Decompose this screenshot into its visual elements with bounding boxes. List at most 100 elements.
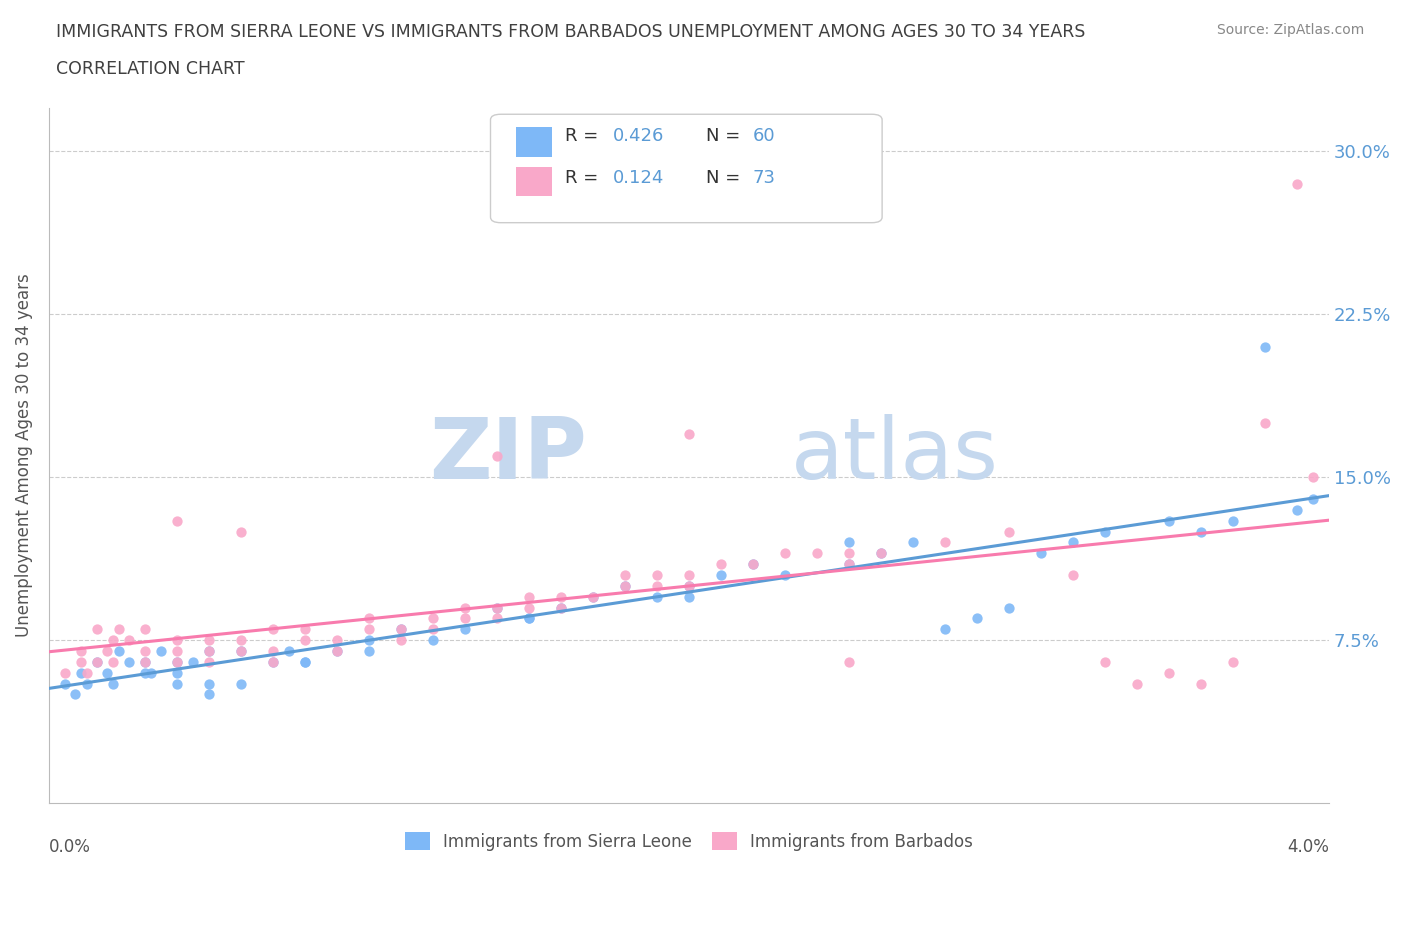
Point (678, 578, 700, 593)
Point (645, 590, 668, 604)
Text: 0.426: 0.426 (613, 126, 665, 145)
Text: 0.124: 0.124 (613, 168, 665, 187)
Point (869, 546, 891, 561)
Point (181, 655, 204, 670)
Point (838, 557, 860, 572)
Point (773, 567, 796, 582)
Point (357, 644, 380, 658)
Point (550, 600, 572, 615)
Point (582, 590, 605, 604)
Point (838, 535, 860, 550)
Point (422, 632, 444, 647)
Point (1285, 177, 1308, 192)
Point (101, 655, 124, 670)
Point (998, 525, 1021, 539)
Point (166, 644, 188, 658)
Point (1157, 665, 1180, 680)
Point (454, 622, 477, 637)
Point (485, 600, 508, 615)
Point (901, 535, 924, 550)
Point (485, 611, 508, 626)
Point (773, 546, 796, 561)
Text: CORRELATION CHART: CORRELATION CHART (56, 60, 245, 78)
Point (613, 578, 636, 593)
Point (550, 590, 572, 604)
Text: ZIP: ZIP (429, 414, 586, 497)
Point (198, 632, 221, 647)
Point (229, 676, 252, 691)
Point (198, 676, 221, 691)
Point (326, 644, 349, 658)
Point (70, 655, 93, 670)
Point (422, 622, 444, 637)
Point (582, 590, 605, 604)
Point (517, 611, 540, 626)
Point (262, 644, 284, 658)
Point (1094, 525, 1116, 539)
Point (838, 546, 860, 561)
Point (1302, 492, 1324, 507)
Point (1094, 655, 1116, 670)
Point (838, 655, 860, 670)
Point (966, 611, 988, 626)
Point (96, 665, 118, 680)
Point (806, 546, 828, 561)
Point (101, 676, 124, 691)
Point (998, 600, 1021, 615)
FancyBboxPatch shape (516, 127, 553, 156)
Point (485, 448, 508, 463)
Point (389, 632, 412, 647)
Point (678, 567, 700, 582)
Point (86, 655, 108, 670)
Point (613, 567, 636, 582)
Point (1157, 513, 1180, 528)
Point (118, 655, 141, 670)
Point (134, 665, 156, 680)
Point (645, 578, 668, 593)
Point (357, 611, 380, 626)
Point (86, 622, 108, 637)
Point (294, 655, 316, 670)
Point (76, 665, 98, 680)
Point (422, 611, 444, 626)
Text: 73: 73 (752, 168, 776, 187)
Point (86, 655, 108, 670)
Point (134, 622, 156, 637)
Point (229, 525, 252, 539)
Point (550, 600, 572, 615)
Point (389, 622, 412, 637)
Point (53, 665, 76, 680)
Point (294, 632, 316, 647)
Point (1222, 655, 1244, 670)
Point (1302, 470, 1324, 485)
Point (278, 644, 301, 658)
Point (262, 655, 284, 670)
Point (710, 557, 733, 572)
Text: 0.0%: 0.0% (49, 838, 91, 856)
Point (326, 632, 349, 647)
Point (517, 611, 540, 626)
Point (108, 644, 131, 658)
Point (134, 655, 156, 670)
Text: 60: 60 (752, 126, 776, 145)
Point (198, 687, 221, 702)
Point (141, 665, 163, 680)
Point (76, 676, 98, 691)
Point (166, 513, 188, 528)
Text: N =: N = (706, 126, 745, 145)
Y-axis label: Unemployment Among Ages 30 to 34 years: Unemployment Among Ages 30 to 34 years (15, 273, 32, 637)
Point (262, 622, 284, 637)
Point (741, 557, 763, 572)
Point (1062, 535, 1084, 550)
Point (198, 644, 221, 658)
Point (149, 644, 172, 658)
Point (198, 655, 221, 670)
Point (134, 655, 156, 670)
Point (134, 644, 156, 658)
Point (1254, 339, 1277, 354)
Point (485, 600, 508, 615)
Point (166, 665, 188, 680)
Legend: Immigrants from Sierra Leone, Immigrants from Barbados: Immigrants from Sierra Leone, Immigrants… (398, 826, 980, 857)
Point (118, 632, 141, 647)
Point (101, 632, 124, 647)
